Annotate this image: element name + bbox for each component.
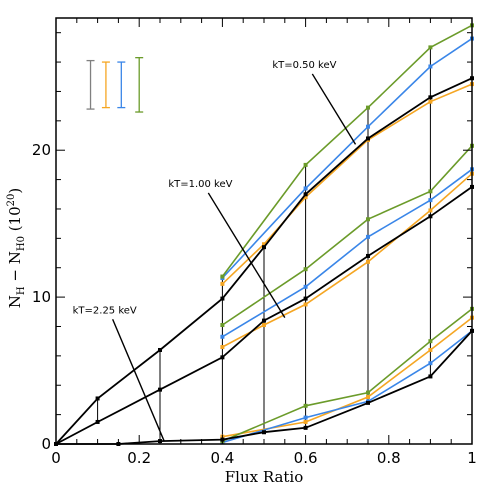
data-point: [428, 189, 433, 194]
data-point: [366, 253, 370, 258]
series-line: [221, 83, 473, 285]
data-point: [428, 361, 433, 366]
data-point: [262, 242, 266, 247]
data-point: [366, 124, 370, 129]
data-point: [428, 347, 433, 352]
data-point: [428, 198, 433, 203]
data-point: [158, 347, 162, 352]
data-point: [366, 259, 370, 264]
data-point: [303, 186, 308, 191]
data-point: [428, 374, 433, 379]
data-point: [366, 394, 370, 399]
data-point: [366, 390, 370, 395]
y-axis-label: NH − NH0 (1020): [6, 188, 27, 309]
data-point: [428, 64, 433, 69]
x-tick-label: 0.6: [294, 449, 318, 467]
data-point: [428, 99, 433, 104]
x-tick-label: 0.2: [127, 449, 151, 467]
data-point: [262, 245, 266, 250]
annotation-label: kT=2.25 keV: [73, 305, 137, 316]
error-bar: [86, 59, 95, 110]
data-point: [428, 208, 433, 213]
data-point: [428, 45, 433, 50]
data-point: [220, 334, 225, 339]
data-point: [366, 105, 370, 110]
y-tick-label: 20: [32, 141, 51, 159]
data-point: [95, 396, 100, 401]
x-tick-label: 0: [51, 449, 61, 467]
data-point: [366, 234, 370, 239]
series-line: [222, 173, 473, 348]
data-point: [303, 296, 308, 301]
series-line: [222, 308, 473, 442]
annotation-label: kT=1.00 keV: [168, 179, 232, 190]
data-point: [303, 284, 308, 289]
annotation-arrow: [111, 318, 165, 442]
data-point: [262, 430, 266, 435]
data-point: [262, 318, 266, 323]
data-point: [220, 274, 225, 279]
error-bar: [101, 61, 110, 109]
plot-content: kT=0.50 keV kT=1.00 keV kT=2.25 keV: [54, 23, 474, 446]
annotation-arrow: [311, 73, 357, 145]
data-point: [303, 415, 308, 420]
data-point: [303, 162, 308, 167]
data-point: [303, 195, 308, 200]
data-point: [366, 136, 370, 141]
data-point: [220, 296, 225, 301]
annotation-arrow: [207, 192, 286, 319]
data-point: [366, 217, 370, 222]
data-point: [303, 419, 308, 424]
data-point: [158, 387, 162, 392]
data-point: [428, 339, 433, 344]
data-point: [428, 95, 433, 100]
data-point: [366, 400, 370, 405]
data-point: [220, 281, 225, 286]
series-line: [221, 145, 473, 326]
y-tick-label: 0: [41, 435, 51, 453]
x-axis-label: Flux Ratio: [225, 468, 304, 486]
x-tick-label: 0.8: [377, 449, 401, 467]
data-point: [262, 323, 266, 328]
error-bar: [135, 57, 144, 113]
x-tick-label: 1: [467, 449, 477, 467]
data-point: [303, 403, 308, 408]
data-point: [303, 267, 308, 272]
data-point: [303, 192, 308, 197]
data-point: [220, 355, 225, 360]
error-bar: [117, 61, 126, 109]
data-point: [95, 419, 100, 424]
data-point: [220, 323, 225, 328]
data-point: [220, 345, 225, 350]
data-point: [303, 302, 308, 307]
axis-ticks: [55, 18, 473, 445]
data-point: [303, 425, 308, 430]
x-tick-label: 0.4: [210, 449, 234, 467]
data-point: [428, 214, 433, 219]
annotation-label: kT=0.50 keV: [272, 60, 336, 71]
y-tick-label: 10: [32, 288, 51, 306]
series-line: [222, 317, 473, 438]
